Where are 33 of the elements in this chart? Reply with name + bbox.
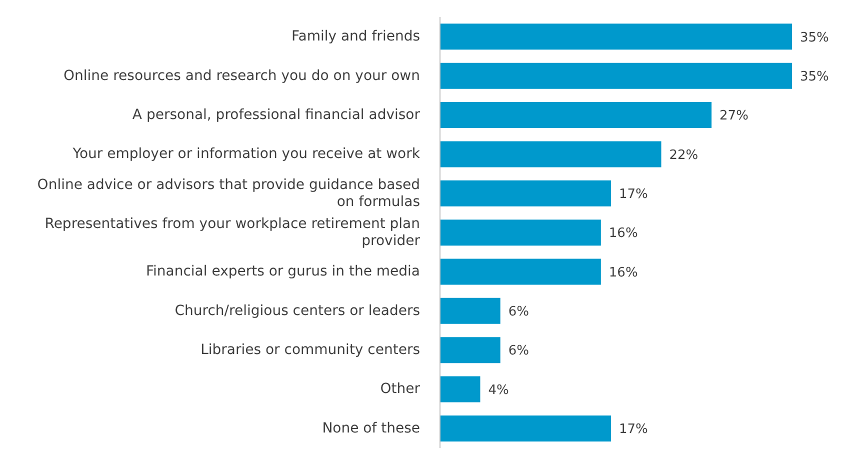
bar [440,102,712,128]
bar [440,141,662,168]
data-label: 4% [488,382,509,398]
data-label: 35% [800,69,829,84]
data-label: 16% [608,265,638,280]
y-tick-label: Financial experts or gurus in the media [146,264,420,280]
data-label: 27% [720,108,748,124]
bar [440,180,611,206]
y-tick-label: Representatives from your workplace retirement plan provider [44,216,420,249]
data-label: 35% [800,30,829,46]
y-tick-label: Your employer or information you receive at work [72,146,421,162]
bar [440,376,480,402]
bar [440,62,792,89]
data-label: 6% [508,344,529,359]
y-tick-label: Libraries or community centers [200,342,420,358]
y-tick-label: Online resources and research you do on your own [64,68,420,84]
data-label: 16% [608,226,638,242]
data-label: 17% [618,422,648,438]
y-tick-label: None of these [322,420,420,436]
y-tick-label: Church/religious centers or leaders [174,302,420,319]
y-tick-label: Family and friends [291,28,420,45]
y-tick-label: Online advice or advisors that provide guidance based on formulas [37,176,420,210]
y-tick-label: Other [380,381,420,398]
data-label: 6% [508,304,529,320]
bar [440,415,611,442]
bar [440,24,792,50]
y-tick-label: A personal, professional financial advisor [132,106,420,123]
data-label: 17% [618,187,648,202]
bar [440,220,601,246]
bar [440,298,500,324]
bar [440,337,500,364]
data-label: 22% [669,148,698,163]
bar [440,258,601,285]
